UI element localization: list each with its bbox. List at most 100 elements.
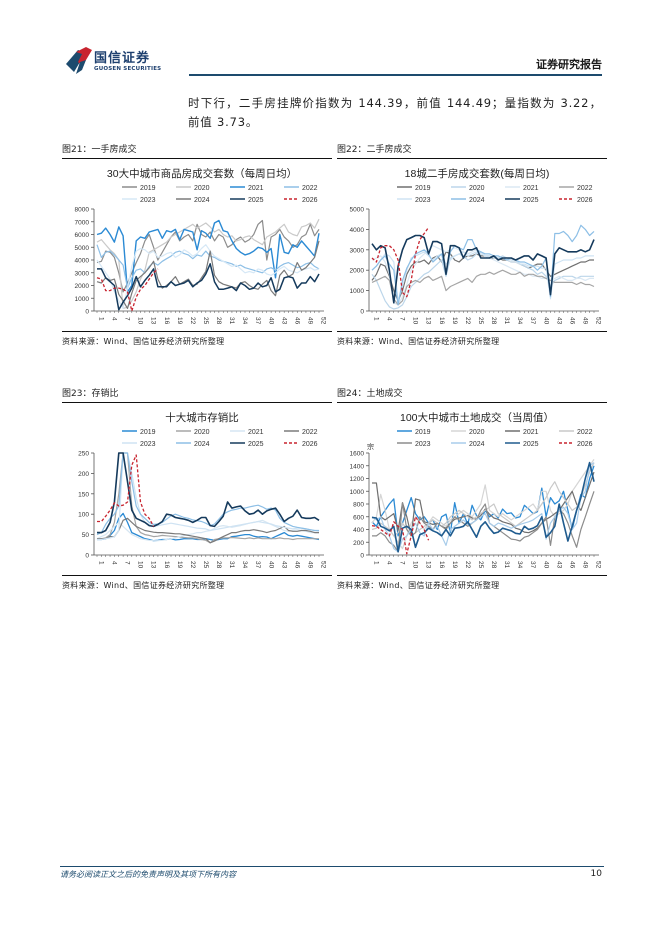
legend-item-2020: 2020 bbox=[176, 185, 210, 192]
chart-new-home-sales: 30大中城市商品房成交套数（每周日均） 2019 2020 2021 2022 2023 2… bbox=[62, 159, 332, 331]
svg-text:40: 40 bbox=[267, 317, 274, 325]
svg-text:2000: 2000 bbox=[75, 283, 90, 290]
legend-item-2021: 2021 bbox=[505, 429, 539, 436]
series-line-2022 bbox=[96, 244, 320, 289]
svg-text:31: 31 bbox=[228, 317, 235, 325]
figure-label: 图23：存销比 bbox=[62, 389, 119, 399]
series-line-2024 bbox=[371, 224, 595, 306]
legend-item-2023: 2023 bbox=[122, 441, 156, 448]
svg-text:13: 13 bbox=[425, 561, 432, 569]
svg-text:2026: 2026 bbox=[302, 441, 318, 448]
chart-title: 18城二手房成交套数(每周日均) bbox=[405, 167, 550, 180]
series-line-2025 bbox=[371, 461, 595, 553]
legend-item-2026: 2026 bbox=[284, 197, 318, 204]
svg-text:25: 25 bbox=[477, 561, 484, 569]
line-chart-svg: 30大中城市商品房成交套数（每周日均） 2019 2020 2021 2022 2023 2… bbox=[75, 167, 327, 325]
series-line-2026 bbox=[371, 227, 430, 298]
figure-source: 资料来源：Wind、国信证券经济研究所整理 bbox=[337, 337, 500, 346]
legend-item-2019: 2019 bbox=[122, 185, 156, 192]
chart-title: 30大中城市商品房成交套数（每周日均） bbox=[107, 167, 297, 180]
svg-text:4: 4 bbox=[386, 561, 393, 565]
svg-text:31: 31 bbox=[503, 561, 510, 569]
svg-text:25: 25 bbox=[202, 317, 209, 325]
svg-text:49: 49 bbox=[306, 561, 313, 569]
svg-text:31: 31 bbox=[503, 317, 510, 325]
legend-item-2023: 2023 bbox=[397, 441, 431, 448]
header-divider bbox=[189, 74, 602, 76]
legend-item-2021: 2021 bbox=[505, 185, 539, 192]
svg-text:250: 250 bbox=[78, 451, 89, 458]
svg-text:49: 49 bbox=[581, 561, 588, 569]
legend-item-2020: 2020 bbox=[451, 429, 485, 436]
legend-item-2025: 2025 bbox=[230, 197, 264, 204]
series-line-2019 bbox=[97, 512, 320, 542]
svg-text:1000: 1000 bbox=[75, 296, 90, 303]
svg-text:2020: 2020 bbox=[469, 185, 485, 192]
svg-text:2022: 2022 bbox=[302, 429, 318, 436]
legend-item-2021: 2021 bbox=[230, 429, 264, 436]
legend-item-2026: 2026 bbox=[559, 197, 593, 204]
svg-text:40: 40 bbox=[542, 561, 549, 569]
series-line-2024 bbox=[96, 240, 320, 309]
svg-text:22: 22 bbox=[189, 561, 196, 569]
svg-text:2021: 2021 bbox=[248, 185, 264, 192]
svg-text:2020: 2020 bbox=[194, 185, 210, 192]
legend-item-2019: 2019 bbox=[397, 429, 431, 436]
logo-chinese-name: 国信证券 bbox=[94, 51, 151, 66]
footer-disclaimer: 请务必阅读正文之后的免责声明及其项下所有内容 bbox=[60, 870, 236, 879]
svg-text:2024: 2024 bbox=[469, 197, 485, 204]
figure-top-rule bbox=[62, 402, 332, 403]
svg-text:43: 43 bbox=[280, 317, 287, 325]
series-line-2023 bbox=[97, 452, 320, 541]
series-line-2026 bbox=[371, 516, 430, 555]
svg-text:34: 34 bbox=[241, 317, 248, 325]
series-line-2026 bbox=[97, 454, 155, 527]
svg-text:2025: 2025 bbox=[523, 441, 539, 448]
svg-text:16: 16 bbox=[163, 561, 170, 569]
svg-text:2024: 2024 bbox=[469, 441, 485, 448]
svg-text:600: 600 bbox=[353, 514, 364, 521]
svg-text:2022: 2022 bbox=[577, 429, 593, 436]
svg-text:150: 150 bbox=[78, 491, 89, 498]
series-line-2019 bbox=[371, 465, 595, 537]
guosen-logo: 国信证券 GUOSEN SECURITIES bbox=[64, 44, 184, 78]
svg-text:1600: 1600 bbox=[350, 451, 365, 458]
svg-text:0: 0 bbox=[85, 309, 89, 316]
legend-item-2026: 2026 bbox=[284, 441, 318, 448]
figure-top-rule bbox=[62, 158, 332, 159]
svg-text:16: 16 bbox=[163, 317, 170, 325]
svg-text:34: 34 bbox=[516, 561, 523, 569]
series-line-2019 bbox=[371, 251, 594, 302]
svg-text:40: 40 bbox=[542, 317, 549, 325]
legend-item-2026: 2026 bbox=[559, 441, 593, 448]
svg-text:6000: 6000 bbox=[75, 232, 90, 239]
svg-text:200: 200 bbox=[353, 540, 364, 547]
legend-item-2025: 2025 bbox=[230, 441, 264, 448]
legend-item-2022: 2022 bbox=[284, 185, 318, 192]
svg-text:25: 25 bbox=[202, 561, 209, 569]
svg-text:19: 19 bbox=[451, 317, 458, 325]
svg-text:2019: 2019 bbox=[415, 429, 431, 436]
svg-text:13: 13 bbox=[425, 317, 432, 325]
svg-text:2023: 2023 bbox=[415, 197, 431, 204]
svg-text:1: 1 bbox=[373, 561, 380, 565]
svg-text:13: 13 bbox=[150, 561, 157, 569]
svg-text:37: 37 bbox=[529, 561, 536, 569]
report-type-label: 证券研究报告 bbox=[536, 58, 602, 71]
legend-item-2023: 2023 bbox=[122, 197, 156, 204]
svg-text:19: 19 bbox=[176, 317, 183, 325]
svg-text:7: 7 bbox=[124, 561, 131, 565]
svg-text:43: 43 bbox=[555, 561, 562, 569]
svg-text:1000: 1000 bbox=[350, 489, 365, 496]
svg-text:52: 52 bbox=[320, 317, 327, 325]
svg-text:37: 37 bbox=[254, 317, 261, 325]
svg-text:2026: 2026 bbox=[577, 197, 593, 204]
svg-text:2019: 2019 bbox=[140, 429, 156, 436]
chart-land-transactions: 100大中城市土地成交（当周值） 2019 2020 2021 2022 2023 2024… bbox=[337, 403, 607, 575]
svg-text:52: 52 bbox=[320, 561, 327, 569]
svg-text:2023: 2023 bbox=[415, 441, 431, 448]
series-line-2026 bbox=[96, 268, 159, 311]
svg-text:1200: 1200 bbox=[350, 476, 365, 483]
figure-24: 图24：土地成交 100大中城市土地成交（当周值） 2019 2020 2021 202… bbox=[337, 386, 607, 591]
series-line-2022 bbox=[371, 269, 595, 306]
